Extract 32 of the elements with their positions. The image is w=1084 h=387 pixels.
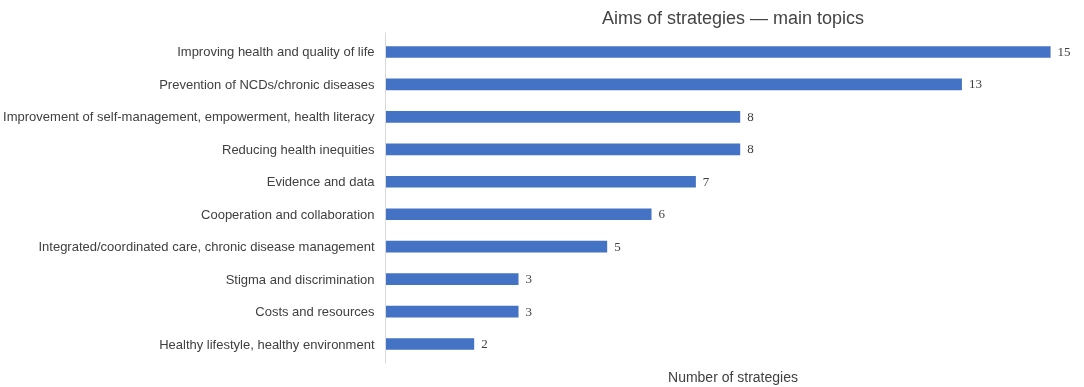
- data-label: 3: [525, 303, 533, 319]
- data-label: 15: [1057, 43, 1071, 59]
- bar: [385, 305, 519, 318]
- x-axis-title: Number of strategies: [668, 368, 798, 385]
- bar: [385, 78, 962, 91]
- y-tick-label: Evidence and data: [266, 174, 376, 190]
- y-tick-label: Improving health and quality of life: [177, 44, 375, 60]
- bar: [385, 143, 741, 156]
- y-tick-label: Improvement of self-management, empowerment, health literacy: [3, 109, 375, 125]
- bar: [385, 208, 652, 221]
- bar: [385, 111, 741, 123]
- data-label: 13: [968, 76, 982, 92]
- y-tick-label: Costs and resources: [255, 304, 375, 320]
- bar: [385, 175, 696, 188]
- bar: [385, 46, 1051, 58]
- chart-title: Aims of strategies — main topics: [601, 7, 865, 28]
- y-tick-label: Cooperation and collaboration: [201, 206, 375, 222]
- y-tick-label: Healthy lifestyle, healthy environment: [159, 336, 375, 352]
- y-tick-label: Stigma and discrimination: [225, 271, 375, 287]
- data-label: 8: [747, 108, 754, 124]
- bar: [385, 338, 475, 350]
- data-label: 6: [658, 206, 666, 222]
- data-label: 5: [614, 238, 621, 254]
- data-label: 8: [747, 141, 754, 157]
- data-label: 7: [702, 173, 710, 189]
- data-label: 2: [481, 336, 488, 352]
- bar: [385, 240, 608, 253]
- y-tick-label: Reducing health inequities: [222, 141, 375, 157]
- bar: [385, 273, 519, 285]
- data-label: 3: [525, 271, 533, 287]
- y-tick-label: Integrated/coordinated care, chronic disease management: [38, 239, 375, 255]
- y-tick-label: Prevention of NCDs/chronic diseases: [159, 76, 375, 92]
